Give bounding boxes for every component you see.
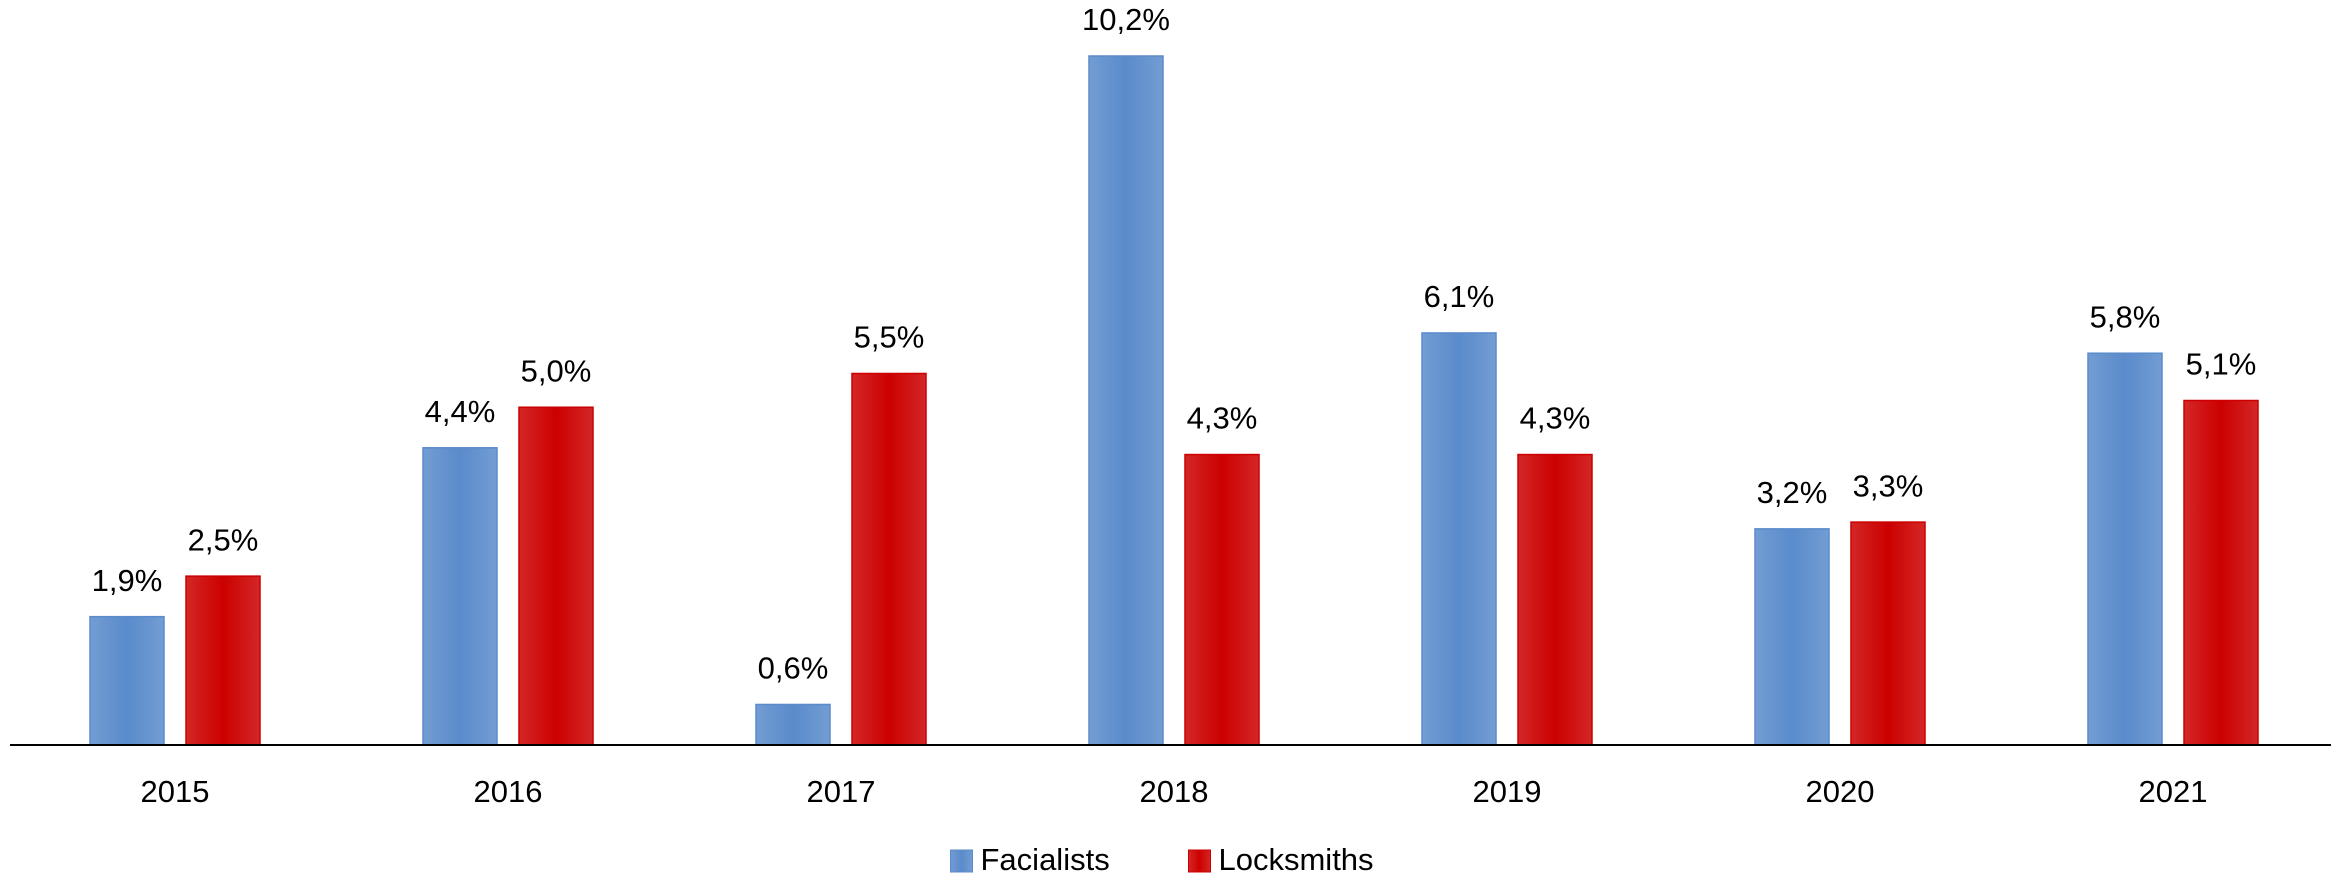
data-label: 5,0% [521, 353, 592, 388]
bar [1184, 453, 1260, 746]
data-label: 6,1% [1424, 279, 1495, 314]
x-tick-label: 2017 [807, 774, 876, 809]
x-tick-label: 2016 [474, 774, 543, 809]
data-label: 5,5% [854, 320, 925, 355]
data-label: 1,9% [92, 563, 163, 598]
data-label: 10,2% [1082, 2, 1170, 37]
data-label: 4,3% [1187, 401, 1258, 436]
legend-label: Facialists [981, 842, 1110, 877]
legend-swatch [950, 849, 973, 873]
bar [851, 372, 927, 746]
bar [1517, 453, 1593, 746]
data-label: 5,1% [2186, 347, 2257, 382]
bar [1421, 332, 1497, 746]
bar [1850, 521, 1926, 746]
bar [755, 703, 831, 746]
legend-swatch [1188, 849, 1211, 873]
x-tick-label: 2019 [1473, 774, 1542, 809]
bar [518, 406, 594, 746]
x-tick-label: 2015 [141, 774, 210, 809]
data-label: 0,6% [758, 651, 829, 686]
bar [2087, 352, 2163, 746]
data-label: 4,3% [1520, 401, 1591, 436]
x-tick-label: 2020 [1806, 774, 1875, 809]
data-label: 5,8% [2090, 299, 2161, 334]
bar [89, 615, 165, 746]
bar [422, 447, 498, 746]
data-label: 4,4% [425, 394, 496, 429]
data-label: 3,3% [1853, 468, 1924, 503]
x-tick-label: 2021 [2139, 774, 2208, 809]
bar [2183, 399, 2259, 746]
bar [1088, 55, 1164, 746]
data-label: 3,2% [1757, 475, 1828, 510]
bar [1754, 528, 1830, 746]
legend-label: Locksmiths [1219, 842, 1374, 877]
bar [185, 575, 261, 746]
data-label: 2,5% [188, 522, 259, 557]
x-tick-label: 2018 [1140, 774, 1209, 809]
